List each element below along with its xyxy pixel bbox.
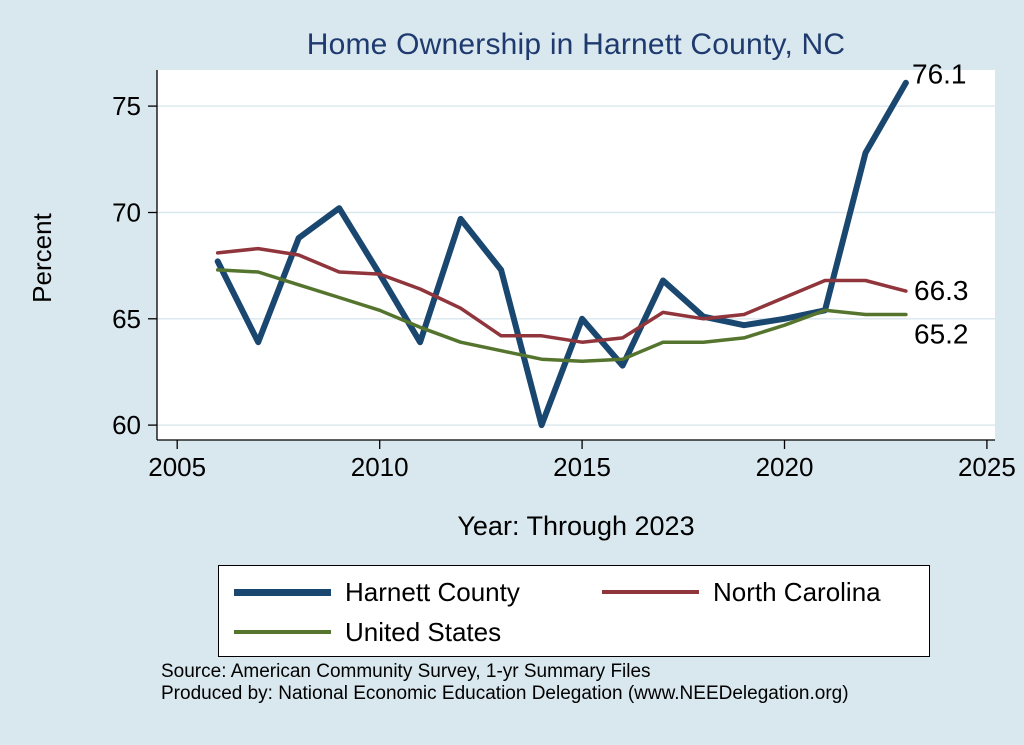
source-line-2: Produced by: National Economic Education… [161, 683, 849, 704]
x-axis-label: Year: Through 2023 [457, 511, 695, 541]
end-value-label: 65.2 [914, 319, 969, 350]
legend-item-harnett-county: Harnett County [234, 577, 602, 608]
y-tick-label: 75 [112, 91, 141, 121]
legend-item-north-carolina: North Carolina [602, 577, 929, 608]
legend-label-north-carolina: North Carolina [713, 576, 881, 607]
x-tick-label: 2025 [958, 452, 1016, 482]
chart-title: Home Ownership in Harnett County, NC [306, 28, 846, 61]
legend-swatch-united-states [234, 630, 331, 634]
legend-label-united-states: United States [345, 616, 502, 647]
x-tick-label: 2020 [756, 452, 814, 482]
x-tick-label: 2015 [553, 452, 611, 482]
legend-label-harnett-county: Harnett County [345, 576, 520, 607]
legend: Harnett County North Carolina United Sta… [218, 565, 930, 657]
x-tick-label: 2005 [148, 452, 206, 482]
series-line-north-carolina [215, 246, 908, 344]
series-line-united-states [215, 268, 908, 364]
x-tick-label: 2010 [351, 452, 409, 482]
source-line-1: Source: American Community Survey, 1-yr … [161, 661, 651, 682]
series-line-harnett-county [214, 79, 909, 429]
y-tick-label: 60 [112, 410, 141, 440]
legend-swatch-harnett-county [234, 588, 331, 596]
end-value-label: 76.1 [912, 58, 967, 89]
legend-item-united-states: United States [234, 617, 602, 648]
y-tick-label: 70 [112, 198, 141, 228]
y-tick-label: 65 [112, 304, 141, 334]
source-note: Source: American Community Survey, 1-yr … [161, 661, 849, 705]
plot-area [157, 70, 995, 440]
y-axis-label: Percent [27, 213, 57, 303]
end-value-label: 66.3 [914, 275, 969, 306]
legend-swatch-north-carolina [602, 590, 699, 594]
